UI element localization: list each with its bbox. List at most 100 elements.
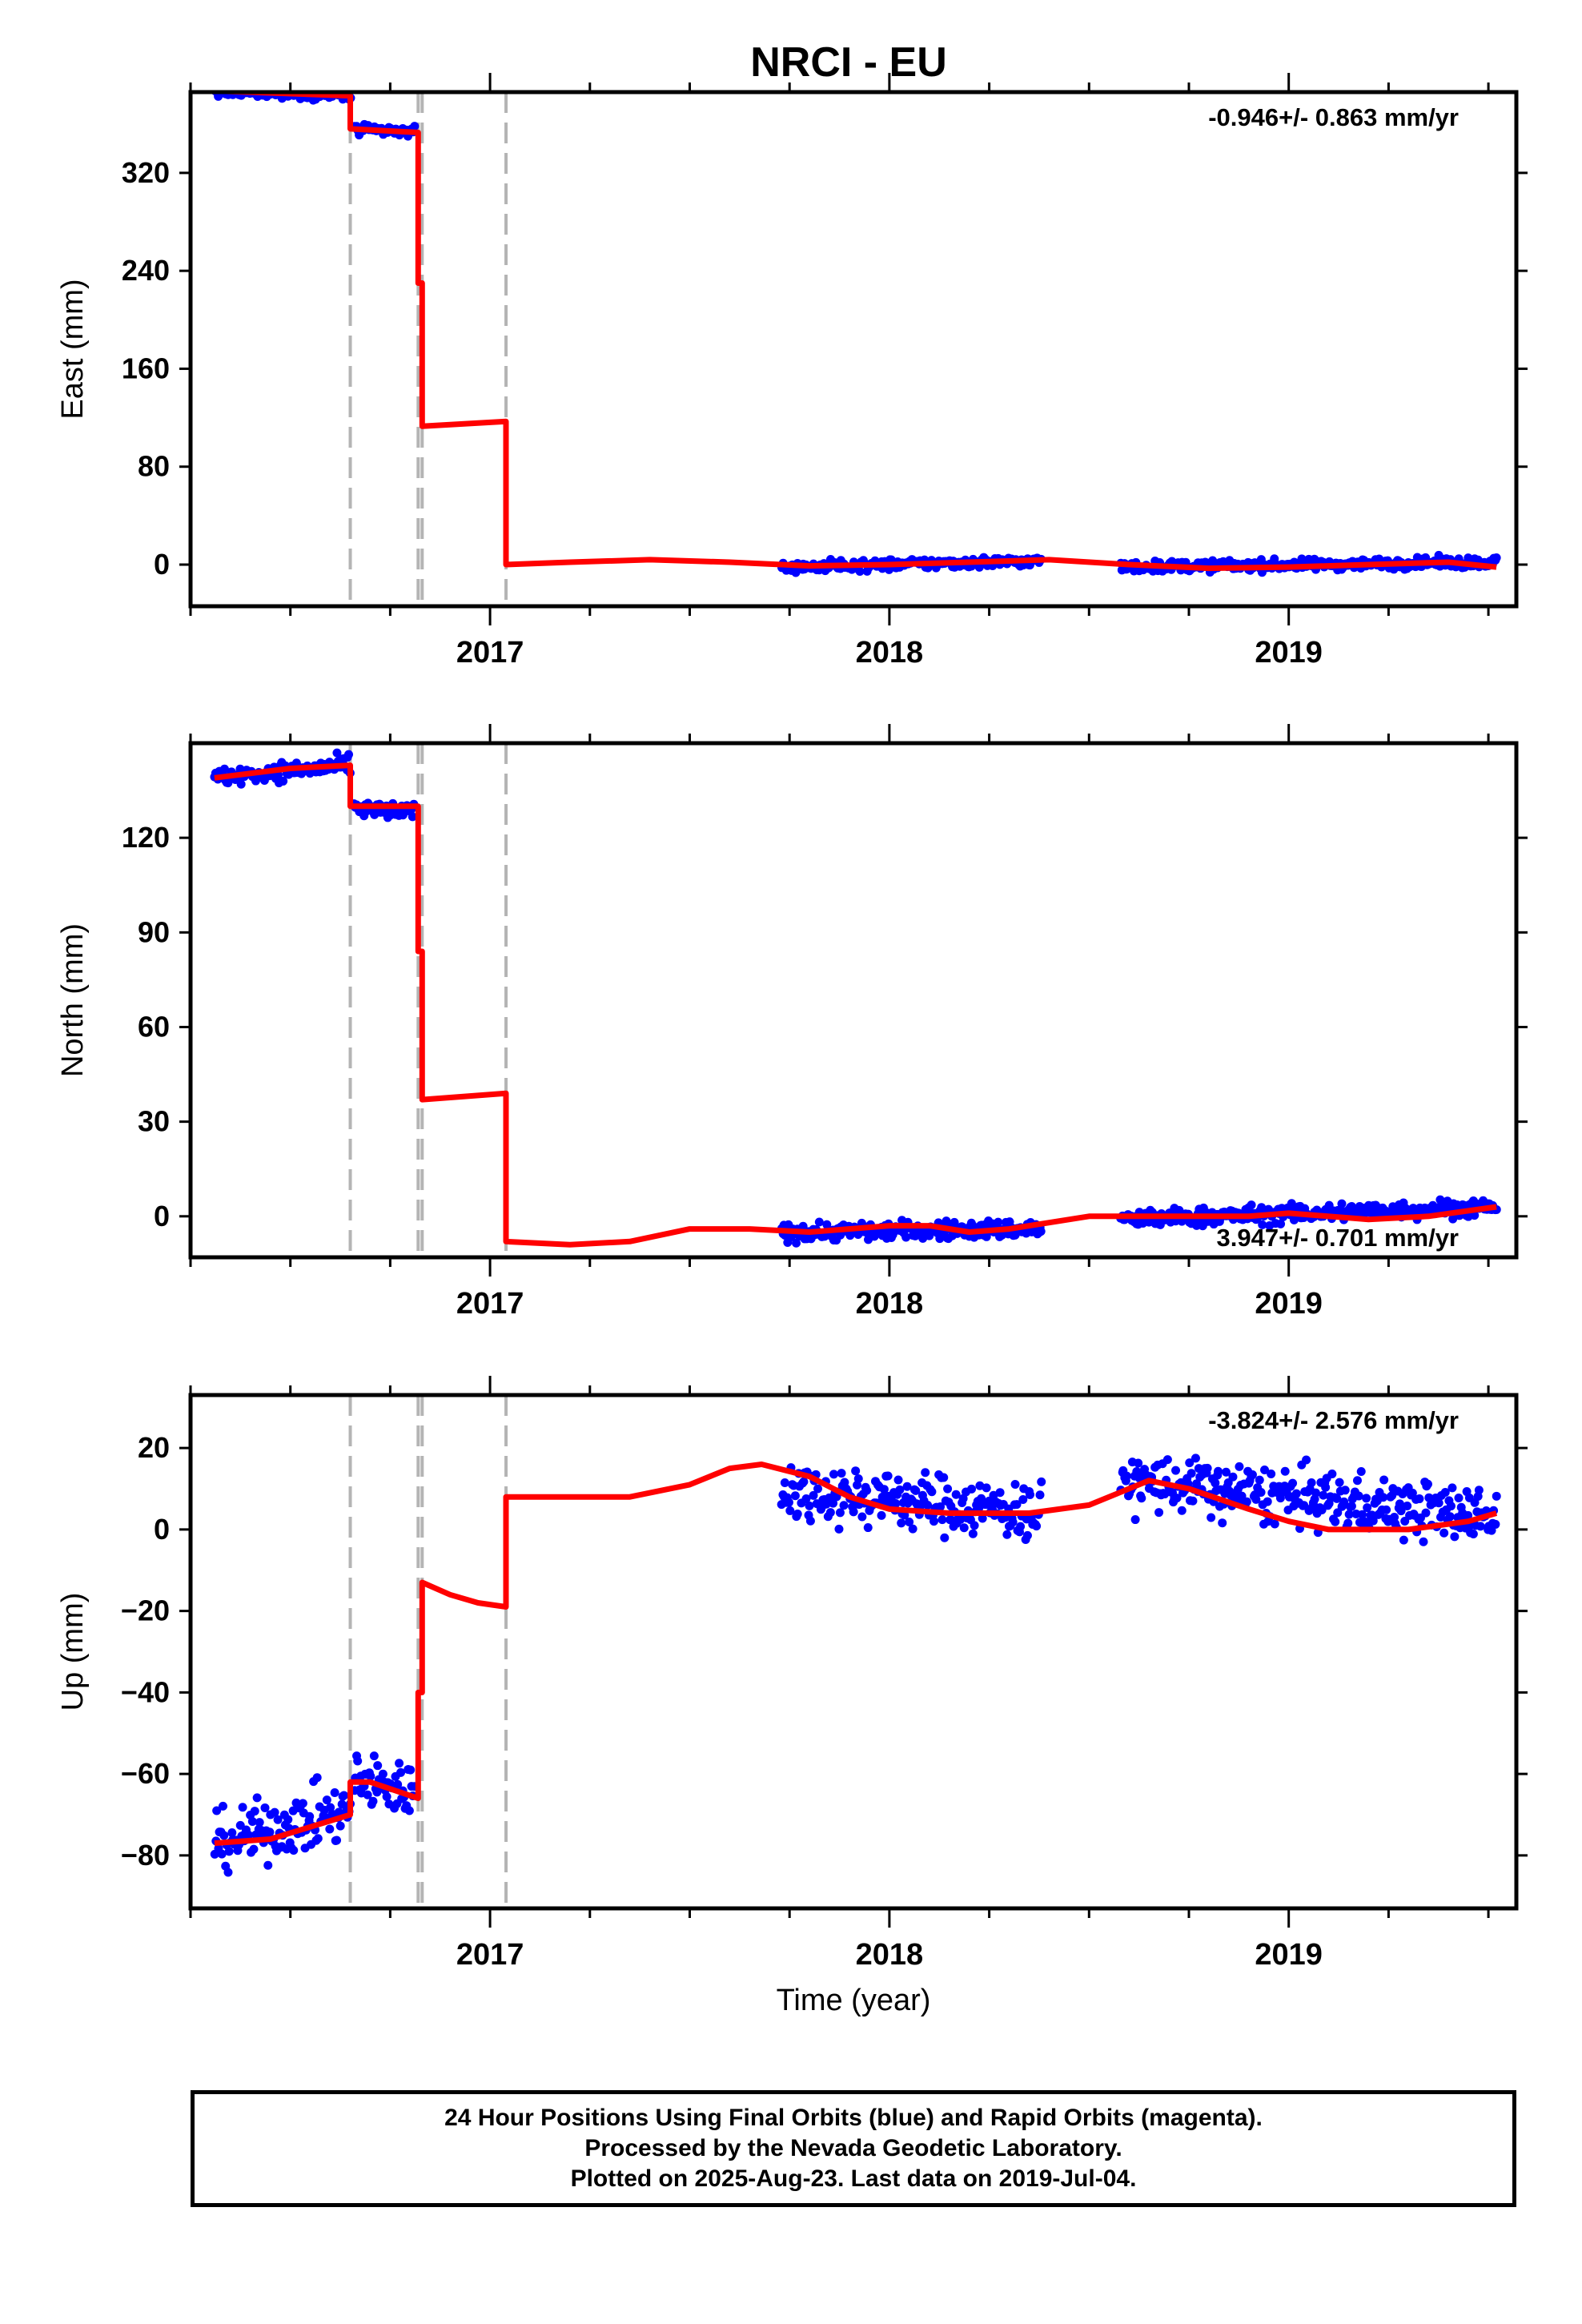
data-point-up — [1399, 1535, 1408, 1545]
x-tick-label-up: 2018 — [856, 1938, 924, 1972]
data-point-up — [1362, 1494, 1371, 1503]
data-point-up — [332, 1835, 342, 1845]
data-point-north — [1258, 1220, 1267, 1229]
data-point-up — [834, 1524, 844, 1534]
data-point-up — [1347, 1502, 1356, 1511]
data-point-up — [1447, 1483, 1457, 1493]
data-point-up — [891, 1499, 901, 1509]
data-point-up — [1319, 1490, 1328, 1500]
data-point-up — [940, 1533, 950, 1542]
data-point-up — [1255, 1475, 1264, 1485]
data-point-up — [1382, 1505, 1391, 1514]
data-point-up — [1185, 1458, 1195, 1468]
data-point-up — [1251, 1494, 1261, 1504]
data-point-up — [270, 1807, 279, 1817]
data-point-up — [255, 1818, 264, 1827]
data-point-up — [1395, 1499, 1404, 1509]
y-tick-label-east: 0 — [154, 548, 170, 581]
y-tick-label-up: −20 — [121, 1594, 170, 1627]
data-point-up — [227, 1828, 237, 1838]
data-point-up — [1446, 1502, 1456, 1511]
data-point-up — [1321, 1482, 1331, 1492]
data-point-up — [1464, 1510, 1473, 1520]
data-point-up — [1343, 1518, 1353, 1528]
data-point-up — [1154, 1508, 1164, 1518]
y-tick-label-north: 0 — [154, 1200, 170, 1232]
data-point-up — [263, 1860, 273, 1870]
observed-points-east — [211, 92, 1501, 577]
data-point-up — [1396, 1506, 1406, 1516]
data-point-up — [273, 1815, 283, 1824]
data-point-up — [805, 1501, 814, 1510]
data-point-up — [1335, 1478, 1344, 1487]
data-point-up — [339, 1791, 349, 1800]
data-point-up — [785, 1506, 795, 1515]
data-point-up — [363, 1790, 372, 1799]
data-point-up — [1439, 1528, 1449, 1538]
plot-area-north — [210, 743, 1501, 1257]
data-point-up — [929, 1517, 938, 1526]
data-point-up — [895, 1485, 905, 1494]
data-point-up — [1468, 1530, 1478, 1539]
data-point-north — [792, 1238, 801, 1248]
data-point-up — [1260, 1466, 1270, 1475]
data-point-up — [1022, 1530, 1032, 1540]
data-point-up — [1368, 1516, 1378, 1526]
data-point-up — [325, 1824, 335, 1834]
data-point-up — [1445, 1512, 1455, 1522]
data-point-east — [410, 122, 420, 131]
data-point-up — [1122, 1471, 1131, 1481]
data-point-up — [326, 1803, 335, 1812]
data-point-up — [1137, 1494, 1146, 1503]
rate-label-north: 3.947+/- 0.701 mm/yr — [1217, 1224, 1459, 1252]
data-point-up — [334, 1807, 343, 1817]
x-tick-label-east: 2018 — [856, 636, 924, 669]
data-point-up — [849, 1507, 858, 1517]
data-point-north — [219, 764, 229, 774]
x-tick-label-up: 2017 — [456, 1938, 524, 1972]
data-point-up — [1162, 1455, 1172, 1465]
footer-line-1: 24 Hour Positions Using Final Orbits (bl… — [444, 2105, 1263, 2131]
data-point-up — [305, 1811, 315, 1821]
data-point-north — [332, 748, 342, 758]
data-point-north — [344, 750, 354, 759]
footer-line-2: Processed by the Nevada Geodetic Laborat… — [584, 2135, 1122, 2161]
x-axis-label-up: Time (year) — [777, 1984, 931, 2017]
figure-title: NRCI - EU — [750, 39, 947, 86]
x-tick-label-north: 2017 — [456, 1287, 524, 1321]
data-point-up — [382, 1791, 391, 1801]
data-point-up — [1263, 1497, 1272, 1506]
data-point-up — [1237, 1491, 1247, 1501]
data-point-up — [373, 1761, 383, 1771]
data-point-north — [1247, 1200, 1256, 1210]
data-point-up — [1207, 1513, 1216, 1522]
data-point-up — [1291, 1489, 1301, 1498]
data-point-up — [923, 1501, 933, 1510]
data-point-up — [223, 1868, 233, 1877]
data-point-up — [809, 1490, 818, 1500]
data-point-up — [283, 1815, 293, 1824]
data-point-up — [1016, 1522, 1026, 1531]
data-point-up — [1012, 1500, 1022, 1510]
data-point-up — [224, 1847, 234, 1856]
data-point-up — [943, 1484, 953, 1494]
data-point-up — [1218, 1518, 1227, 1528]
y-tick-label-north: 60 — [138, 1010, 170, 1043]
data-point-up — [911, 1486, 921, 1495]
data-point-up — [902, 1482, 912, 1491]
data-point-up — [313, 1834, 323, 1844]
data-point-up — [322, 1795, 331, 1805]
data-point-north — [1337, 1199, 1347, 1208]
data-point-north — [1435, 1195, 1445, 1204]
data-point-up — [238, 1803, 247, 1812]
data-point-up — [1171, 1466, 1181, 1475]
data-point-up — [1354, 1491, 1363, 1501]
data-point-up — [1270, 1519, 1279, 1529]
y-axis-label-up: Up (mm) — [56, 1593, 90, 1711]
data-point-up — [1317, 1506, 1327, 1515]
data-point-up — [335, 1821, 345, 1831]
data-point-north — [798, 1221, 808, 1231]
model-line-east — [214, 92, 1497, 572]
y-axis-label-north: North (mm) — [56, 923, 90, 1077]
